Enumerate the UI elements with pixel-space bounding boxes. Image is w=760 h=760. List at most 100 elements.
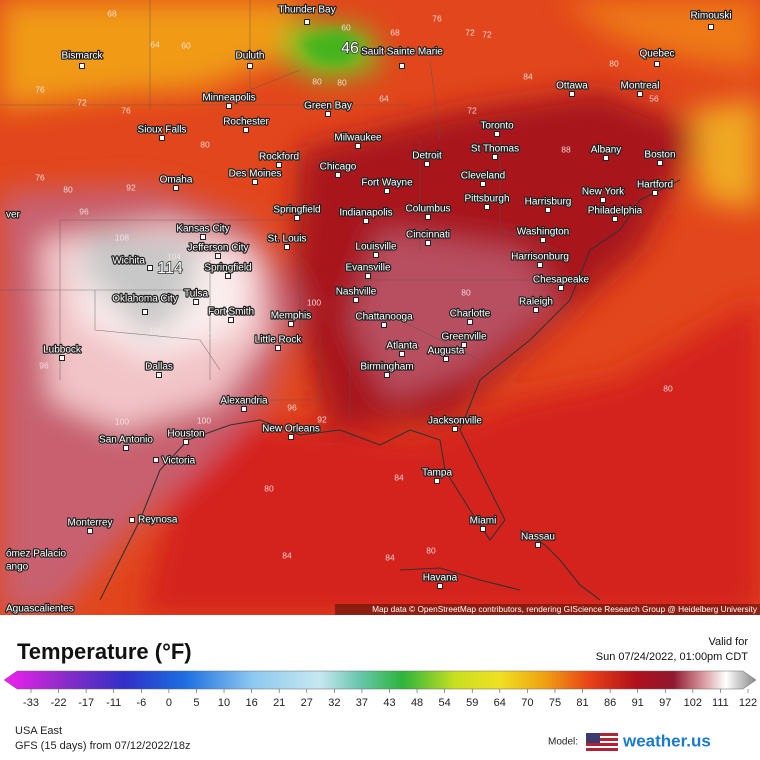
city-marker [294, 215, 300, 221]
city-marker [173, 185, 179, 191]
city-label: Jacksonville [428, 416, 482, 427]
city-marker [142, 309, 148, 315]
city-label: Des Moines [229, 169, 282, 180]
legend-panel: Temperature (°F) Valid for Sun 07/24/202… [3, 636, 757, 752]
city-marker [437, 583, 443, 589]
city-label: Cleveland [461, 171, 505, 182]
city-label: Nassau [521, 532, 555, 543]
color-scale [3, 670, 757, 690]
city-marker [275, 345, 281, 351]
city-marker [657, 160, 663, 166]
model-label: Model: [548, 737, 578, 748]
city-label: Harrisonburg [511, 252, 569, 263]
city-label: Indianapolis [339, 208, 392, 219]
contour-label: 100 [197, 415, 211, 425]
city-label: Chesapeake [533, 275, 590, 286]
city-label: Havana [423, 573, 458, 584]
contour-label: 68 [390, 27, 400, 37]
city-label: Memphis [271, 311, 312, 322]
scale-tick-label: 21 [273, 697, 285, 709]
contour-label: 80 [312, 76, 322, 86]
city-marker [228, 317, 234, 323]
city-label: Augusta [428, 346, 465, 357]
city-marker [355, 143, 361, 149]
city-marker [443, 356, 449, 362]
scale-tick-label: -6 [136, 697, 146, 709]
contour-label: 80 [200, 139, 210, 149]
city-marker [284, 244, 290, 250]
city-label: Washington [517, 227, 569, 238]
city-label: Rockford [259, 152, 299, 163]
contour-label: 80 [337, 77, 347, 87]
city-marker [153, 457, 159, 463]
city-label: Louisville [355, 242, 397, 253]
city-label: Greenville [441, 332, 486, 343]
city-marker [603, 155, 609, 161]
city-label: Milwaukee [334, 133, 382, 144]
city-marker [226, 103, 232, 109]
city-marker [537, 262, 543, 268]
contour-label: 100 [307, 297, 321, 307]
city-label: Albany [591, 145, 622, 156]
scale-tick-label: 0 [166, 697, 172, 709]
city-marker [558, 285, 564, 291]
scale-tick-label: 27 [301, 697, 313, 709]
legend-title: Temperature (°F) [17, 639, 192, 664]
city-label: Harrisburg [525, 197, 572, 208]
city-label: Chicago [320, 162, 357, 173]
city-marker [304, 19, 310, 25]
contour-label: 108 [115, 232, 129, 242]
scale-tick-label: 86 [604, 697, 616, 709]
city-label: Quebec [639, 49, 674, 60]
city-label: St. Louis [268, 234, 307, 245]
city-label: Sault Sainte Marie [361, 47, 443, 58]
city-label: Evansville [345, 263, 390, 274]
city-label: Lubbock [43, 345, 82, 356]
city-marker [193, 299, 199, 305]
contour-label: 60 [181, 40, 191, 50]
contour-label: 84 [282, 550, 292, 560]
city-label: Nashville [336, 287, 377, 298]
city-label: ver [6, 210, 21, 221]
contour-label: 72 [467, 105, 477, 115]
contour-label: 84 [523, 71, 533, 81]
contour-label: 60 [341, 22, 351, 32]
city-label: Pittsburgh [464, 194, 509, 205]
scale-tick-label: 91 [632, 697, 644, 709]
brand: weather.us [622, 731, 711, 750]
city-label: Tampa [422, 468, 452, 479]
city-marker [600, 197, 606, 203]
city-label: San Antonio [99, 435, 153, 446]
city-label: Fort Smith [208, 307, 254, 318]
city-label: Green Bay [304, 101, 352, 112]
city-label: Minneapolis [202, 93, 255, 104]
city-marker [129, 517, 135, 523]
city-label: Little Rock [255, 335, 303, 346]
city-label: Rochester [223, 117, 269, 128]
attribution: Map data © OpenStreetMap contributors, r… [372, 604, 758, 614]
city-label: Boston [644, 150, 675, 161]
city-label: Houston [167, 429, 204, 440]
city-label: Springfield [204, 263, 251, 274]
city-label: ango [6, 562, 29, 573]
scale-tick-label: 70 [521, 697, 533, 709]
contour-label: 92 [126, 182, 136, 192]
city-marker [159, 135, 165, 141]
city-marker [247, 63, 253, 69]
contour-label: 104 [167, 251, 181, 261]
city-marker [156, 372, 162, 378]
scale-tick-label: -33 [23, 697, 39, 709]
contour-label: 80 [264, 483, 274, 493]
contour-label: 64 [150, 39, 160, 49]
city-marker [365, 273, 371, 279]
city-marker [79, 63, 85, 69]
scale-tick-label: -17 [78, 697, 94, 709]
city-marker [492, 154, 498, 160]
attribution-bg [335, 604, 760, 615]
contour-label: 80 [63, 184, 73, 194]
city-label: Columbus [405, 204, 450, 215]
contour-label: 80 [461, 287, 471, 297]
city-marker [252, 179, 258, 185]
temperature-map: Thunder Bay Rimouski Bismarck Duluth Sault S… [0, 0, 760, 615]
scale-tick-label: 43 [383, 697, 395, 709]
